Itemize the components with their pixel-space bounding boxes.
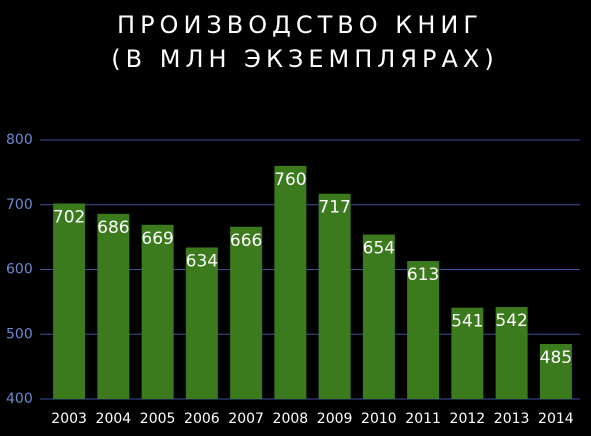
value-label: 717 <box>318 198 350 218</box>
value-label: 542 <box>495 311 527 331</box>
bar <box>274 165 307 399</box>
chart-title: ПРОИЗВОДСТВО КНИГ <box>117 11 483 39</box>
x-tick-label: 2004 <box>96 411 132 427</box>
bar <box>97 213 130 399</box>
x-tick-label: 2005 <box>140 411 176 427</box>
y-tick-label: 500 <box>6 326 33 342</box>
x-tick-label: 2006 <box>184 411 220 427</box>
value-label: 686 <box>97 218 129 238</box>
chart-subtitle: (В МЛН ЭКЗЕМПЛЯРАХ) <box>111 45 498 73</box>
y-tick-label: 400 <box>6 391 33 407</box>
y-tick-label: 800 <box>6 132 33 148</box>
y-tick-label: 700 <box>6 197 33 213</box>
bar <box>451 307 484 399</box>
x-tick-label: 2009 <box>317 411 353 427</box>
x-tick-label: 2003 <box>51 411 87 427</box>
x-tick-label: 2007 <box>228 411 264 427</box>
value-label: 485 <box>540 348 572 368</box>
x-tick-label: 2013 <box>494 411 530 427</box>
value-label: 669 <box>141 229 173 249</box>
bar <box>318 193 351 399</box>
bar <box>495 307 528 399</box>
bar <box>141 224 174 399</box>
x-tick-label: 2010 <box>361 411 397 427</box>
value-label: 760 <box>274 170 306 190</box>
bar <box>539 343 572 399</box>
value-label: 666 <box>230 231 262 251</box>
x-tick-label: 2014 <box>538 411 574 427</box>
bar <box>407 261 440 399</box>
y-tick-label: 600 <box>6 262 33 278</box>
value-label: 634 <box>186 251 218 271</box>
bar <box>362 234 395 399</box>
bar <box>53 203 86 399</box>
value-label: 654 <box>363 239 395 259</box>
bar <box>185 247 218 399</box>
x-tick-label: 2008 <box>273 411 309 427</box>
value-label: 541 <box>451 312 483 332</box>
value-label: 613 <box>407 265 439 285</box>
x-tick-label: 2012 <box>450 411 486 427</box>
value-label: 702 <box>53 207 85 227</box>
x-tick-label: 2011 <box>405 411 441 427</box>
bar <box>230 226 263 399</box>
